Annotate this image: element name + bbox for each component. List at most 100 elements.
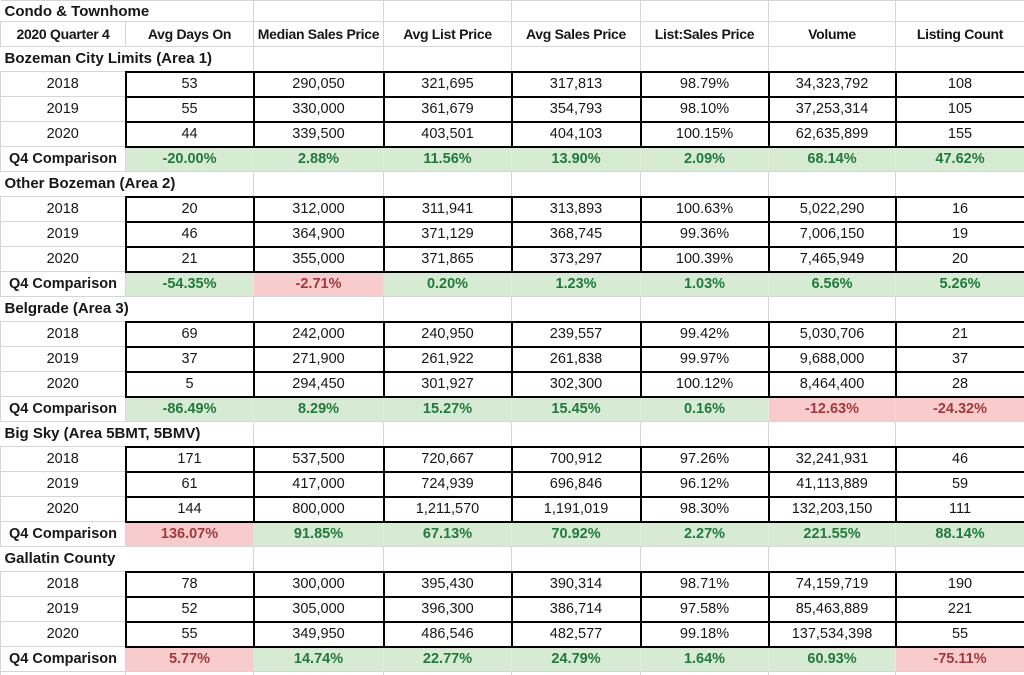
data-cell: 313,893: [510, 195, 642, 223]
data-cell: 190: [894, 570, 1024, 598]
comparison-cell: -54.35%: [124, 270, 255, 297]
empty-cell: [511, 421, 642, 447]
comparison-cell: -2.71%: [253, 270, 385, 297]
empty-cell: [511, 671, 642, 675]
data-cell: 155: [894, 120, 1024, 148]
empty-cell: [895, 546, 1024, 572]
comparison-label: Q4 Comparison: [0, 271, 126, 297]
comparison-cell: 88.14%: [895, 520, 1024, 547]
empty-cell: [768, 546, 897, 572]
data-cell: 96.12%: [639, 470, 770, 498]
data-cell: 261,838: [510, 345, 642, 373]
comparison-cell: 8.29%: [253, 395, 385, 422]
comparison-cell: 0.20%: [383, 270, 513, 297]
year-cell: 2018: [0, 321, 126, 347]
data-cell: 46: [124, 220, 255, 248]
data-cell: 41,113,889: [767, 470, 897, 498]
column-header: List:Sales Price: [640, 21, 770, 47]
comparison-cell: 5.26%: [895, 270, 1024, 297]
empty-cell: [895, 46, 1024, 72]
data-cell: 52: [124, 595, 255, 623]
comparison-cell: 14.74%: [253, 645, 385, 672]
empty-cell: [640, 296, 770, 322]
comparison-cell: 15.45%: [511, 395, 642, 422]
comparison-cell: 2.27%: [640, 520, 770, 547]
empty-cell: [383, 46, 513, 72]
data-cell: 8,464,400: [767, 370, 897, 398]
empty-cell: [253, 421, 385, 447]
comparison-cell: 47.62%: [895, 145, 1024, 172]
data-cell: 696,846: [510, 470, 642, 498]
data-cell: 132,203,150: [767, 495, 897, 523]
comparison-cell: 67.13%: [383, 520, 513, 547]
empty-cell: [640, 171, 770, 197]
data-cell: 9,688,000: [767, 345, 897, 373]
year-cell: 2020: [0, 121, 126, 147]
data-cell: 37: [894, 345, 1024, 373]
data-cell: 537,500: [252, 445, 385, 473]
empty-cell: [253, 171, 385, 197]
comparison-cell: 60.93%: [768, 645, 897, 672]
year-cell: 2019: [0, 221, 126, 247]
comparison-cell: 1.23%: [511, 270, 642, 297]
comparison-cell: 22.77%: [383, 645, 513, 672]
empty-cell: [383, 421, 513, 447]
data-cell: 99.42%: [639, 320, 770, 348]
data-cell: 312,000: [252, 195, 385, 223]
year-cell: 2018: [0, 571, 126, 597]
column-header: Median Sales Price: [253, 21, 385, 47]
data-cell: 28: [894, 370, 1024, 398]
data-cell: 16: [894, 195, 1024, 223]
data-cell: 221: [894, 595, 1024, 623]
comparison-cell: 1.03%: [640, 270, 770, 297]
data-cell: 404,103: [510, 120, 642, 148]
year-cell: 2020: [0, 371, 126, 397]
data-cell: 53: [124, 70, 255, 98]
data-cell: 7,006,150: [767, 220, 897, 248]
data-cell: 99.18%: [639, 620, 770, 648]
empty-cell: [383, 546, 513, 572]
data-cell: 98.79%: [639, 70, 770, 98]
data-cell: 20: [894, 245, 1024, 273]
data-cell: 55: [894, 620, 1024, 648]
data-cell: 486,546: [382, 620, 513, 648]
empty-cell: [511, 171, 642, 197]
section-title: Big Sky (Area 5BMT, 5BMV): [0, 421, 255, 447]
data-cell: 720,667: [382, 445, 513, 473]
empty-cell: [768, 421, 897, 447]
year-cell: 2020: [0, 496, 126, 522]
empty-cell: [768, 671, 897, 675]
data-cell: 396,300: [382, 595, 513, 623]
empty-cell: [640, 0, 770, 22]
data-cell: 55: [124, 620, 255, 648]
empty-cell: [253, 671, 385, 675]
empty-cell: [511, 0, 642, 22]
data-cell: 62,635,899: [767, 120, 897, 148]
data-cell: 20: [124, 195, 255, 223]
data-cell: 317,813: [510, 70, 642, 98]
data-cell: 100.39%: [639, 245, 770, 273]
data-cell: 386,714: [510, 595, 642, 623]
empty-cell: [253, 546, 385, 572]
year-cell: 2019: [0, 471, 126, 497]
data-cell: 261,922: [382, 345, 513, 373]
data-cell: 19: [894, 220, 1024, 248]
data-cell: 111: [894, 495, 1024, 523]
data-cell: 390,314: [510, 570, 642, 598]
comparison-cell: 1.64%: [640, 645, 770, 672]
empty-cell: [253, 296, 385, 322]
data-cell: 300,000: [252, 570, 385, 598]
year-cell: 2020: [0, 246, 126, 272]
comparison-cell: 68.14%: [768, 145, 897, 172]
data-cell: 69: [124, 320, 255, 348]
empty-cell: [253, 46, 385, 72]
year-cell: 2018: [0, 71, 126, 97]
quarter-label: 2020 Quarter 4: [0, 21, 126, 47]
data-cell: 302,300: [510, 370, 642, 398]
comparison-cell: 91.85%: [253, 520, 385, 547]
data-cell: 301,927: [382, 370, 513, 398]
empty-cell: [640, 421, 770, 447]
data-cell: 171: [124, 445, 255, 473]
comparison-cell: 221.55%: [768, 520, 897, 547]
data-cell: 34,323,792: [767, 70, 897, 98]
